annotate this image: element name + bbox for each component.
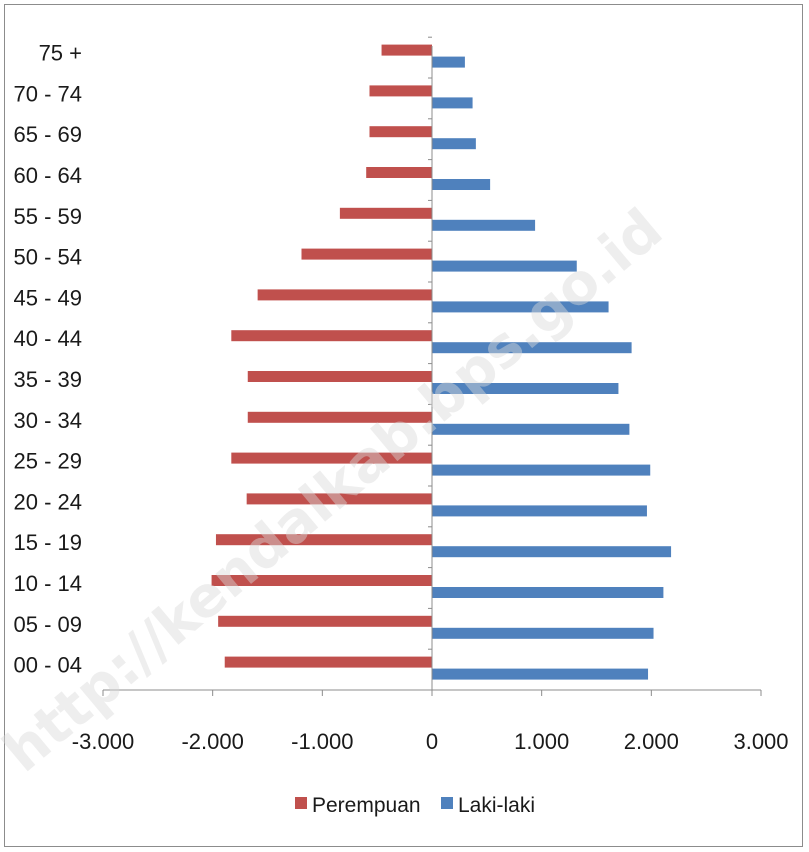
bar-perempuan	[218, 615, 432, 627]
bar-perempuan	[231, 452, 432, 464]
bar-laki-laki	[432, 383, 619, 394]
bar-perempuan	[381, 44, 432, 56]
bar-laki-laki	[432, 668, 649, 680]
bar-laki-laki	[432, 56, 465, 68]
watermark-text: http://kendalkab.bps.go.id	[0, 197, 675, 785]
bar-perempuan	[211, 575, 432, 586]
category-labels: 00 - 04 05 - 09 10 - 14 15 - 19 20 - 24 25 - …	[14, 41, 83, 678]
legend: Perempuan Laki-laki	[295, 794, 535, 817]
bar-perempuan	[301, 248, 432, 260]
legend-swatch-perempuan	[295, 797, 307, 809]
bar-perempuan	[215, 534, 432, 546]
category-label: 05 - 09	[14, 612, 83, 637]
x-tick-label: -3.000	[72, 729, 134, 754]
bar-perempuan	[224, 656, 432, 668]
bar-laki-laki	[432, 179, 491, 190]
bar-laki-laki	[432, 627, 654, 639]
category-label: 55 - 59	[14, 204, 83, 229]
bar-laki-laki	[432, 301, 609, 313]
bar-laki-laki	[432, 464, 651, 476]
category-label: 25 - 29	[14, 449, 83, 474]
legend-label-laki-laki: Laki-laki	[458, 794, 535, 817]
bar-perempuan	[231, 330, 432, 342]
bar-perempuan	[369, 126, 432, 138]
bar-perempuan	[247, 371, 432, 382]
bar-laki-laki	[432, 260, 577, 272]
legend-label-perempuan: Perempuan	[312, 794, 421, 817]
bar-laki-laki	[432, 138, 476, 150]
x-tick-label: 0	[426, 729, 438, 754]
category-label: 35 - 39	[14, 367, 83, 392]
category-label: 30 - 34	[14, 408, 83, 433]
bar-perempuan	[257, 289, 432, 301]
chart-frame	[4, 4, 803, 847]
bar-laki-laki	[432, 423, 630, 435]
bar-perempuan	[369, 85, 432, 97]
category-label: 65 - 69	[14, 122, 83, 147]
legend-swatch-laki-laki	[441, 797, 453, 809]
bar-laki-laki	[432, 587, 664, 598]
x-tick-label: 1.000	[514, 729, 569, 754]
bar-perempuan	[339, 207, 432, 219]
x-tick-label: -2.000	[181, 729, 243, 754]
bar-perempuan	[247, 411, 432, 423]
category-label: 20 - 24	[14, 489, 83, 514]
category-label: 10 - 14	[14, 571, 83, 596]
x-tick-label: -1.000	[291, 729, 353, 754]
bar-perempuan	[246, 493, 432, 505]
axes-layer	[102, 36, 762, 696]
category-label: 50 - 54	[14, 245, 83, 270]
category-label: 45 - 49	[14, 285, 83, 310]
category-label: 15 - 19	[14, 530, 83, 555]
x-tick-label: 3.000	[733, 729, 788, 754]
bar-laki-laki	[432, 546, 672, 558]
bar-laki-laki	[432, 342, 632, 354]
category-label: 60 - 64	[14, 163, 83, 188]
bar-perempuan	[366, 167, 432, 178]
category-label: 00 - 04	[14, 653, 83, 678]
bar-laki-laki	[432, 97, 473, 109]
x-tick-labels: -3.000 -2.000 -1.000 0 1.000 2.000 3.000	[72, 729, 789, 754]
category-label: 70 - 74	[14, 81, 83, 106]
bar-laki-laki	[432, 505, 647, 517]
category-label: 75 +	[39, 41, 82, 66]
bars-layer	[211, 44, 672, 680]
bar-laki-laki	[432, 219, 536, 231]
x-tick-label: 2.000	[624, 729, 679, 754]
category-label: 40 - 44	[14, 326, 83, 351]
